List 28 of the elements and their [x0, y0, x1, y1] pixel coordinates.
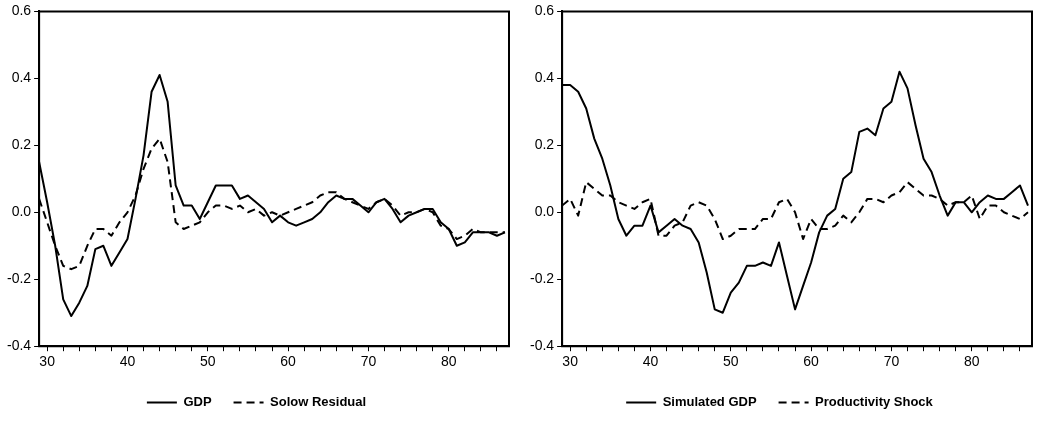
- y-tick-label: 0.6: [11, 2, 32, 19]
- legend-label: GDP: [183, 394, 212, 410]
- x-tick-label: 70: [883, 353, 900, 370]
- y-tick-label: 0.2: [534, 136, 555, 153]
- x-tick-label: 50: [200, 353, 216, 370]
- y-tick-label: -0.2: [530, 270, 555, 287]
- legend-label: Simulated GDP: [662, 394, 757, 410]
- y-tick-label: 0.4: [11, 69, 32, 86]
- y-tick-label: -0.2: [7, 270, 32, 287]
- legend-label: Productivity Shock: [815, 394, 934, 410]
- x-tick-label: 50: [723, 353, 739, 370]
- y-tick-label: -0.4: [530, 337, 555, 354]
- x-tick-label: 70: [360, 353, 377, 370]
- legend-label: Solow Residual: [270, 394, 367, 410]
- x-tick-label: 60: [803, 353, 820, 370]
- x-tick-label: 30: [39, 353, 56, 370]
- y-tick-label: -0.4: [7, 337, 32, 354]
- y-tick-label: 0.2: [11, 136, 32, 153]
- x-tick-label: 40: [119, 353, 136, 370]
- x-tick-label: 60: [280, 353, 297, 370]
- y-tick-label: 0.4: [534, 69, 555, 86]
- y-tick-label: 0.0: [11, 203, 32, 220]
- y-tick-label: 0.0: [534, 203, 555, 220]
- x-tick-label: 80: [440, 353, 457, 370]
- y-tick-label: 0.6: [534, 2, 555, 19]
- x-tick-label: 80: [963, 353, 980, 370]
- x-tick-label: 40: [642, 353, 659, 370]
- x-tick-label: 30: [562, 353, 579, 370]
